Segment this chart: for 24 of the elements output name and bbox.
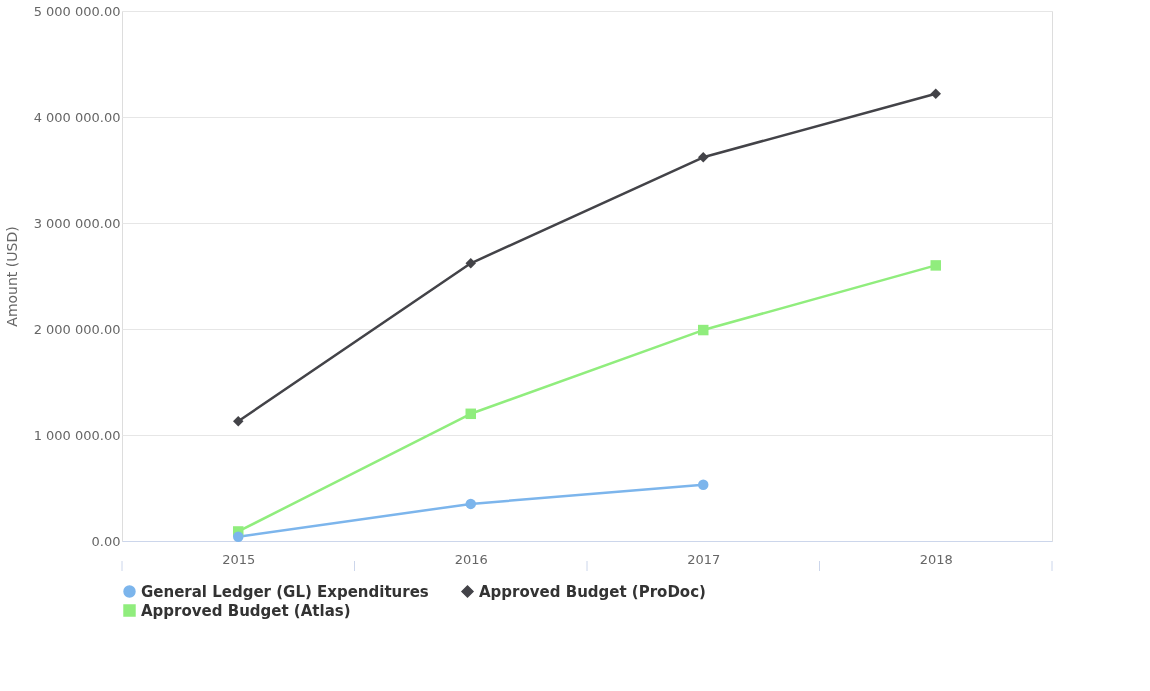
point [930,260,941,271]
x-tick-label: 2017 [687,551,721,567]
point [698,324,709,336]
point [698,152,709,163]
x-tick-label: 2016 [454,551,488,567]
y-tick-label: 1 000 000.00 [33,427,121,443]
y-tick-label: 4 000 000.00 [33,109,121,125]
y-tick-label: 2 000 000.00 [33,321,121,337]
y-tick-label: 0.00 [91,533,121,549]
legend-label: General Ledger (GL) Expenditures [141,582,429,601]
x-tick-label: 2018 [919,551,953,567]
point [465,258,476,269]
legend-label: Approved Budget (Atlas) [141,601,351,620]
point [465,498,476,510]
y-tick-label: 5 000 000.00 [33,3,121,19]
legend-label: Approved Budget (ProDoc) [479,582,706,601]
x-tick-label: 2015 [222,551,256,567]
y-tick-label: 3 000 000.00 [33,215,121,231]
point [465,408,476,420]
y-axis-title: Amount (USD) [3,226,20,327]
point [930,88,941,99]
point [233,531,244,542]
point [233,415,244,427]
point [698,479,709,491]
